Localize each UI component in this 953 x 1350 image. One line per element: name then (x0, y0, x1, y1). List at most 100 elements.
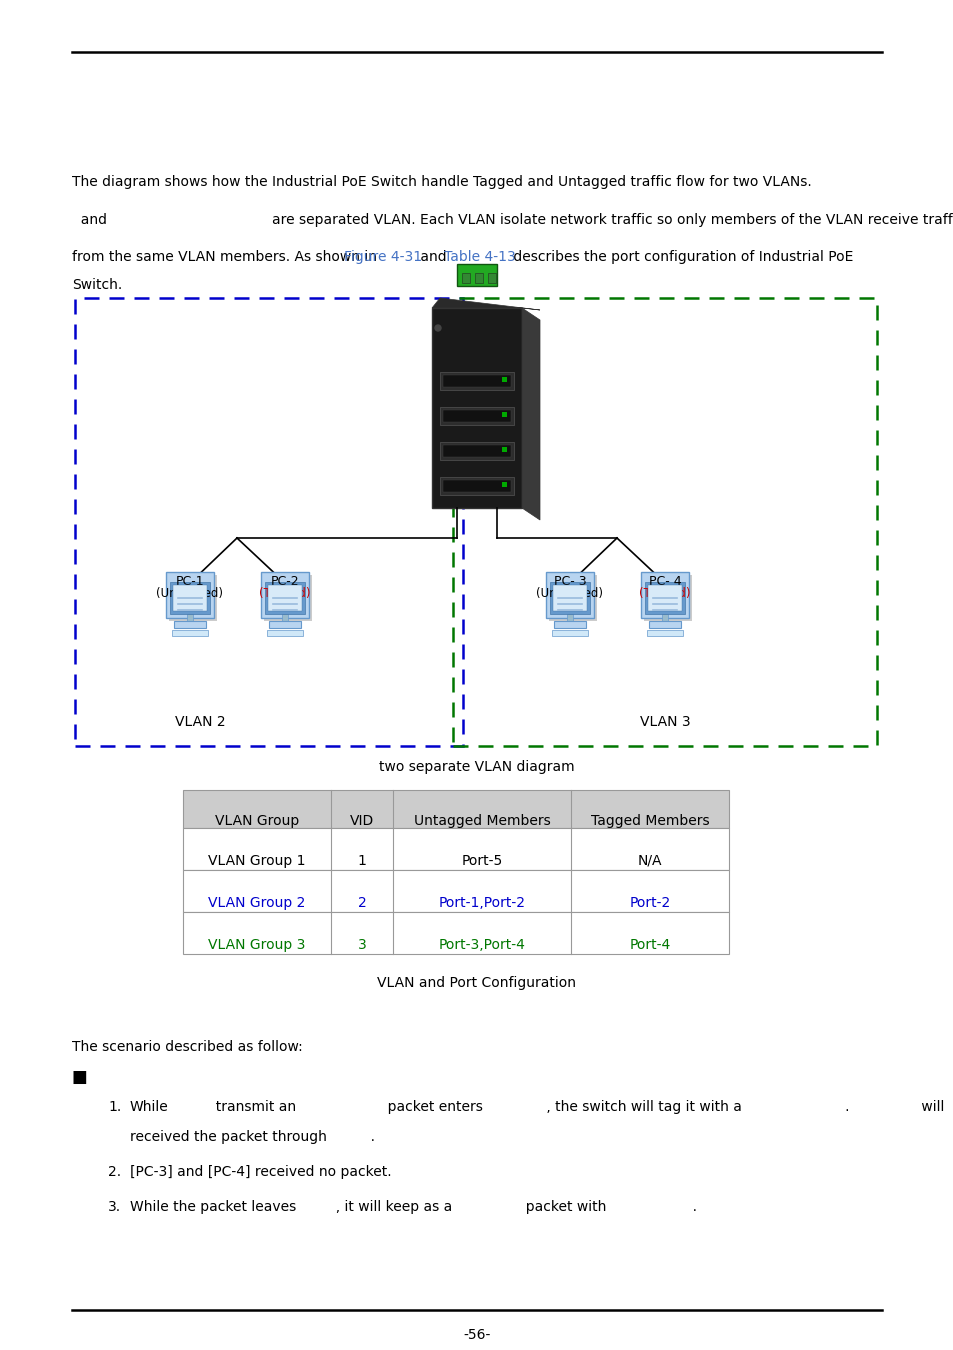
Text: , it will keep as a: , it will keep as a (292, 1200, 452, 1214)
Bar (264, 575, 312, 621)
Bar (548, 575, 597, 621)
Text: The scenario described as follow:: The scenario described as follow: (71, 1040, 302, 1054)
Text: Tagged Members: Tagged Members (590, 814, 709, 828)
Bar (282, 614, 288, 622)
Text: Port-5: Port-5 (461, 855, 502, 868)
Text: transmit an: transmit an (172, 1100, 295, 1114)
Text: (Untagged): (Untagged) (536, 587, 603, 599)
Bar (442, 375, 511, 387)
Bar (265, 582, 305, 614)
Bar (550, 582, 589, 614)
Bar (169, 575, 216, 621)
Bar (488, 273, 496, 284)
Bar (183, 790, 728, 828)
Bar (545, 572, 594, 618)
Bar (187, 614, 193, 622)
Text: PC-1: PC-1 (175, 575, 204, 589)
Bar (461, 273, 470, 284)
Text: Port-4: Port-4 (629, 938, 670, 952)
Text: Port-3,Port-4: Port-3,Port-4 (438, 938, 525, 952)
Bar (439, 477, 514, 495)
Text: VLAN 2: VLAN 2 (174, 716, 225, 729)
Bar (553, 585, 586, 612)
Bar (432, 308, 521, 508)
Bar (643, 575, 691, 621)
Bar (554, 621, 585, 628)
Bar (501, 412, 506, 417)
Bar (261, 572, 309, 618)
Text: N/A: N/A (638, 855, 661, 868)
Text: VLAN and Port Configuration: VLAN and Port Configuration (377, 976, 576, 990)
Bar (640, 572, 688, 618)
Bar (183, 913, 728, 954)
Polygon shape (521, 308, 539, 520)
Bar (661, 614, 667, 622)
Text: [PC-3] and [PC-4] received no packet.: [PC-3] and [PC-4] received no packet. (130, 1165, 392, 1179)
Text: , the switch will tag it with a: , the switch will tag it with a (506, 1100, 741, 1114)
Circle shape (435, 325, 440, 331)
Text: 1.: 1. (108, 1100, 121, 1114)
Text: (Tagged): (Tagged) (639, 587, 690, 599)
Bar (166, 572, 213, 618)
Text: will: will (882, 1100, 943, 1114)
Bar (442, 481, 511, 491)
Text: While: While (130, 1100, 169, 1114)
Bar (644, 582, 684, 614)
Bar (648, 621, 680, 628)
Text: VLAN 3: VLAN 3 (639, 716, 690, 729)
Text: from the same VLAN members. As shown in: from the same VLAN members. As shown in (71, 250, 381, 265)
Bar (173, 621, 206, 628)
Text: (Tagged): (Tagged) (259, 587, 311, 599)
Bar (552, 630, 587, 636)
Bar (172, 585, 207, 612)
Bar (501, 377, 506, 382)
Bar (475, 273, 482, 284)
Text: are separated VLAN. Each VLAN isolate network traffic so only members of the VLA: are separated VLAN. Each VLAN isolate ne… (272, 213, 953, 227)
Text: VLAN Group 3: VLAN Group 3 (208, 938, 305, 952)
Bar (183, 828, 728, 869)
Text: .: . (761, 1100, 848, 1114)
Text: (Untagged): (Untagged) (156, 587, 223, 599)
Text: 3: 3 (357, 938, 366, 952)
Text: ■: ■ (71, 1068, 88, 1085)
Text: describes the port configuration of Industrial PoE: describes the port configuration of Indu… (509, 250, 853, 265)
Bar (646, 630, 682, 636)
Text: packet enters: packet enters (322, 1100, 482, 1114)
Text: The diagram shows how the Industrial PoE Switch handle Tagged and Untagged traff: The diagram shows how the Industrial PoE… (71, 176, 811, 189)
Text: received the packet through          .: received the packet through . (130, 1130, 375, 1143)
Text: PC- 3: PC- 3 (553, 575, 586, 589)
Text: Port-2: Port-2 (629, 896, 670, 910)
Bar (647, 585, 681, 612)
Text: Table 4-13: Table 4-13 (443, 250, 516, 265)
Bar (183, 869, 728, 913)
Text: VID: VID (350, 814, 374, 828)
Text: Untagged Members: Untagged Members (414, 814, 550, 828)
Text: PC-2: PC-2 (271, 575, 299, 589)
Polygon shape (432, 298, 539, 311)
Text: and: and (71, 213, 107, 227)
Bar (439, 406, 514, 425)
Text: 2.: 2. (108, 1165, 121, 1179)
Bar (170, 582, 210, 614)
Bar (172, 630, 208, 636)
Text: VLAN Group 2: VLAN Group 2 (208, 896, 305, 910)
Text: While the packet leaves: While the packet leaves (130, 1200, 296, 1214)
Text: 1: 1 (357, 855, 366, 868)
Bar (442, 446, 511, 458)
Bar (267, 630, 303, 636)
Text: packet with: packet with (481, 1200, 606, 1214)
Bar (566, 614, 573, 622)
Bar (439, 373, 514, 390)
Text: .: . (626, 1200, 697, 1214)
Bar (501, 447, 506, 452)
Bar (501, 482, 506, 487)
Text: PC- 4: PC- 4 (648, 575, 680, 589)
Text: VLAN Group: VLAN Group (214, 814, 299, 828)
Text: Switch.: Switch. (71, 278, 122, 292)
Bar (456, 265, 497, 286)
Text: VLAN Group 1: VLAN Group 1 (208, 855, 305, 868)
Text: -56-: -56- (463, 1328, 490, 1342)
Text: two separate VLAN diagram: two separate VLAN diagram (378, 760, 575, 774)
Text: 2: 2 (357, 896, 366, 910)
Text: 3.: 3. (108, 1200, 121, 1214)
